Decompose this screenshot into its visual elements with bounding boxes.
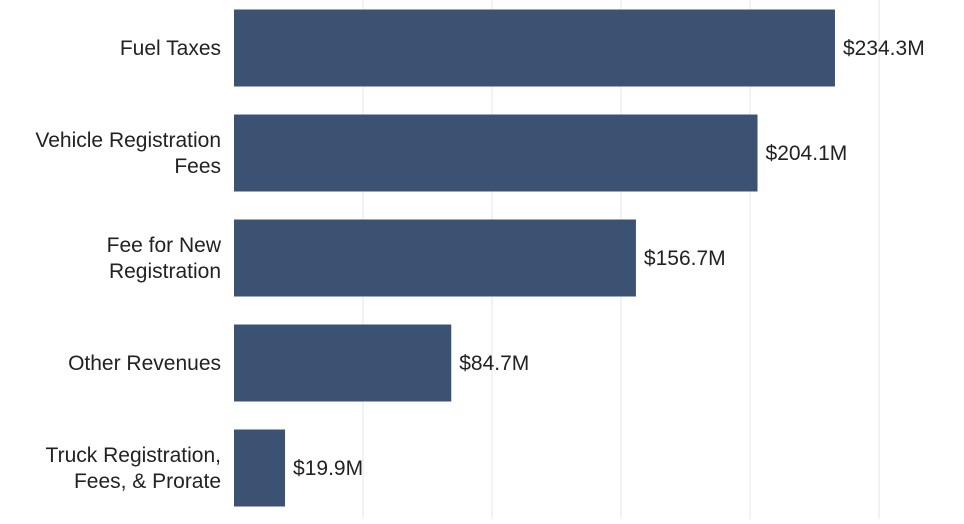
bar-3 <box>234 324 452 402</box>
bar-1 <box>234 114 758 192</box>
value-label-1: $204.1M <box>766 142 848 165</box>
bars <box>234 9 835 507</box>
value-label-3: $84.7M <box>459 352 529 375</box>
category-label-2: Fee for New Registration <box>107 234 222 283</box>
category-label-3: Other Revenues <box>68 352 221 375</box>
category-labels: Fuel Taxes Vehicle Registration Fees Fee fo… <box>35 37 221 493</box>
category-label-3-line-0: Other Revenues <box>68 352 221 375</box>
value-label-2: $156.7M <box>644 247 726 270</box>
category-label-0: Fuel Taxes <box>120 37 221 60</box>
category-label-1: Vehicle Registration Fees <box>35 129 221 178</box>
category-label-2-line-0: Fee for New <box>107 234 222 257</box>
category-label-0-line-0: Fuel Taxes <box>120 37 221 60</box>
bar-4 <box>234 429 286 507</box>
value-labels: $234.3M $204.1M $156.7M $84.7M $19.9M <box>293 37 925 480</box>
category-label-1-line-1: Fees <box>174 155 221 178</box>
value-label-0: $234.3M <box>843 37 925 60</box>
category-label-2-line-1: Registration <box>109 260 221 283</box>
bar-2 <box>234 219 636 297</box>
category-label-4: Truck Registration, Fees, & Prorate <box>46 444 221 493</box>
category-label-4-line-1: Fees, & Prorate <box>74 470 221 493</box>
bar-0 <box>234 9 835 87</box>
category-label-4-line-0: Truck Registration, <box>46 444 221 467</box>
category-label-1-line-0: Vehicle Registration <box>35 129 221 152</box>
value-label-4: $19.9M <box>293 457 363 480</box>
